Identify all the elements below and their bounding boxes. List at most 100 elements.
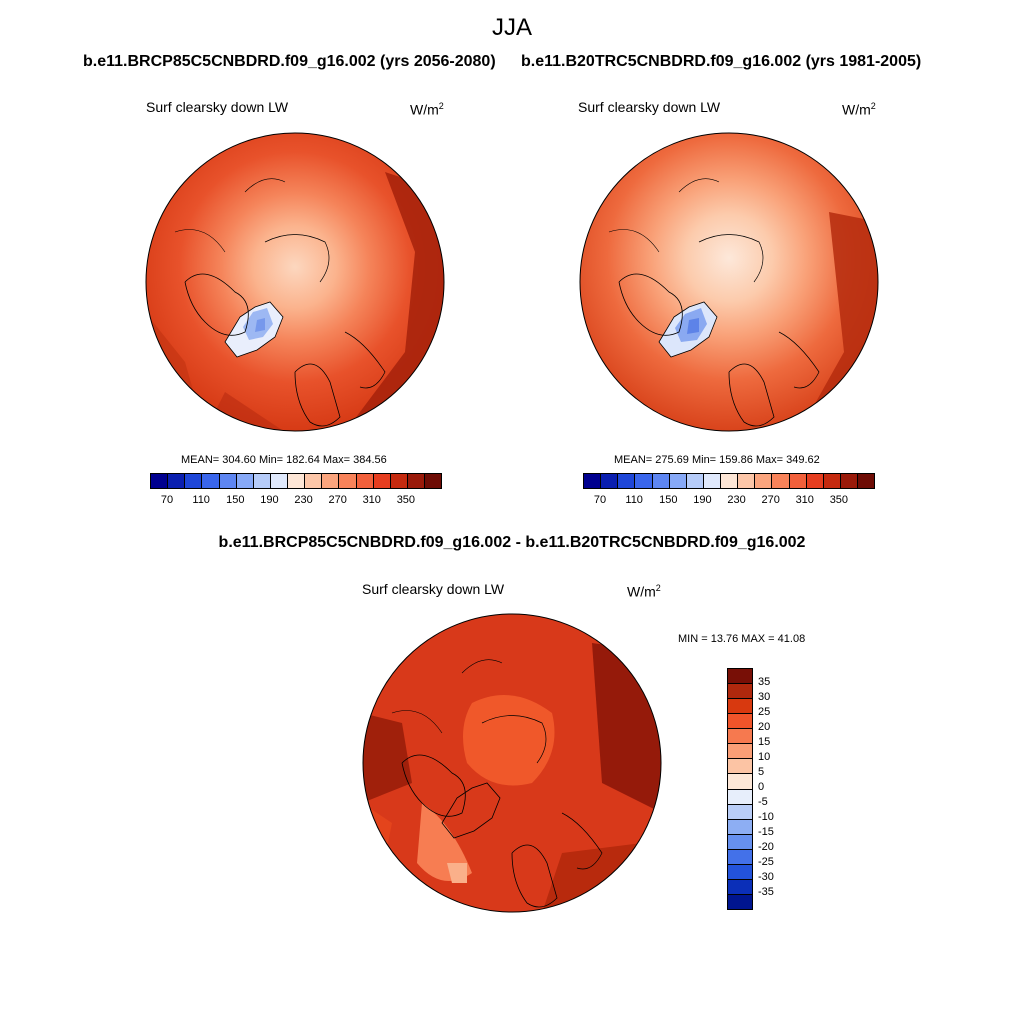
difference-title: b.e11.BRCP85C5CNBDRD.f09_g16.002 - b.e11… <box>218 534 806 551</box>
colorbar-swatch <box>236 474 254 488</box>
colorbar-swatch <box>270 474 288 488</box>
colorbar-swatch <box>728 849 752 865</box>
colorbar-swatch <box>686 474 704 488</box>
colorbar-swatch <box>721 474 739 488</box>
colorbar-tick-label: 230 <box>727 494 746 506</box>
colorbar-swatch <box>168 474 186 488</box>
colorbar-tick-label: -10 <box>758 811 774 823</box>
diff-stats: MIN = 13.76 MAX = 41.08 <box>678 633 806 645</box>
colorbar-tick-label: 230 <box>294 494 313 506</box>
diff-units-label: W/m2 <box>627 583 661 600</box>
colorbar-swatch <box>425 474 442 488</box>
colorbar-swatch <box>728 834 752 850</box>
colorbar-swatch <box>728 684 752 700</box>
colorbar-swatch <box>219 474 237 488</box>
colorbar-swatch <box>728 729 752 745</box>
colorbar-swatch <box>755 474 773 488</box>
colorbar-tick-label: 110 <box>625 494 643 506</box>
colorbar-tick-label: 110 <box>192 494 210 506</box>
colorbar-swatch <box>356 474 374 488</box>
colorbar-swatch <box>728 879 752 895</box>
colorbar-swatch <box>669 474 687 488</box>
colorbar-tick-label: 310 <box>795 494 814 506</box>
colorbar-tick-label: 190 <box>693 494 712 506</box>
colorbar-swatch <box>840 474 858 488</box>
colorbar-swatch <box>305 474 323 488</box>
colorbar-swatch <box>728 864 752 880</box>
colorbar-swatch <box>618 474 636 488</box>
colorbar-swatch <box>390 474 408 488</box>
colorbar-tick-label: 35 <box>758 676 771 688</box>
right-variable-label: Surf clearsky down LW <box>578 99 721 115</box>
colorbar-swatch <box>322 474 340 488</box>
colorbar-tick-label: -5 <box>758 796 768 808</box>
right-polar-map <box>579 132 879 432</box>
colorbar-swatch <box>728 774 752 790</box>
colorbar-tick-label: 10 <box>758 751 771 763</box>
colorbar-swatch <box>806 474 824 488</box>
colorbar-tick-label: 150 <box>659 494 678 506</box>
colorbar-swatch <box>789 474 807 488</box>
left-units-label: W/m2 <box>410 101 444 118</box>
colorbar-tick-label: 350 <box>829 494 849 506</box>
colorbar-tick-label: -20 <box>758 841 774 853</box>
colorbar-tick-label: 70 <box>593 494 607 506</box>
colorbar-tick-label: 0 <box>758 781 765 793</box>
colorbar-tick-label: 70 <box>160 494 174 506</box>
colorbar-tick-label: 20 <box>758 721 771 733</box>
colorbar-swatch <box>202 474 220 488</box>
left-stats: MEAN= 304.60 Min= 182.64 Max= 384.56 <box>181 454 387 466</box>
colorbar-swatch <box>373 474 391 488</box>
colorbar-swatch <box>339 474 357 488</box>
colorbar-tick-label: 15 <box>758 736 771 748</box>
colorbar-swatch <box>185 474 203 488</box>
colorbar-swatch <box>601 474 619 488</box>
colorbar-swatch <box>728 819 752 835</box>
colorbar-swatch <box>728 699 752 715</box>
diff-colorbar-ticks: 35 30 25 20 15 10 5 0 -5 -10 -15 -20 -25 -30 -35 <box>758 668 798 908</box>
colorbar-tick-label: 310 <box>362 494 381 506</box>
diff-variable-label: Surf clearsky down LW <box>362 581 505 597</box>
colorbar-swatch <box>728 894 752 909</box>
colorbar-swatch <box>652 474 670 488</box>
left-colorbar <box>150 473 442 489</box>
right-units-label: W/m2 <box>842 101 876 118</box>
colorbar-swatch <box>288 474 306 488</box>
colorbar-swatch <box>728 789 752 805</box>
right-colorbar <box>583 473 875 489</box>
colorbar-swatch <box>728 804 752 820</box>
colorbar-swatch <box>738 474 756 488</box>
colorbar-tick-label: 350 <box>396 494 416 506</box>
colorbar-tick-label: -30 <box>758 871 774 883</box>
left-colorbar-ticks: 70 110 150 190 230 270 310 350 <box>150 494 440 508</box>
colorbar-swatch <box>823 474 841 488</box>
colorbar-tick-label: -25 <box>758 856 774 868</box>
colorbar-swatch <box>635 474 653 488</box>
colorbar-tick-label: 150 <box>226 494 245 506</box>
difference-polar-map <box>362 613 662 913</box>
colorbar-swatch <box>703 474 721 488</box>
colorbar-tick-label: 190 <box>260 494 279 506</box>
colorbar-swatch <box>772 474 790 488</box>
figure-title: JJA <box>491 14 532 41</box>
colorbar-swatch <box>407 474 425 488</box>
colorbar-swatch <box>584 474 602 488</box>
left-polar-map <box>145 132 445 432</box>
colorbar-swatch <box>728 714 752 730</box>
left-case-title: b.e11.BRCP85C5CNBDRD.f09_g16.002 (yrs 20… <box>83 53 496 70</box>
colorbar-tick-label: 270 <box>761 494 780 506</box>
right-colorbar-ticks: 70 110 150 190 230 270 310 350 <box>583 494 873 508</box>
left-variable-label: Surf clearsky down LW <box>146 99 289 115</box>
colorbar-swatch <box>253 474 271 488</box>
colorbar-swatch <box>728 759 752 775</box>
right-stats: MEAN= 275.69 Min= 159.86 Max= 349.62 <box>614 454 820 466</box>
colorbar-tick-label: 5 <box>758 766 765 778</box>
colorbar-tick-label: 270 <box>328 494 347 506</box>
colorbar-tick-label: -15 <box>758 826 774 838</box>
diff-colorbar <box>727 668 753 910</box>
colorbar-swatch <box>728 744 752 760</box>
colorbar-tick-label: 25 <box>758 706 771 718</box>
right-case-title: b.e11.B20TRC5CNBDRD.f09_g16.002 (yrs 198… <box>521 53 922 70</box>
colorbar-tick-label: 30 <box>758 691 771 703</box>
colorbar-swatch <box>151 474 169 488</box>
